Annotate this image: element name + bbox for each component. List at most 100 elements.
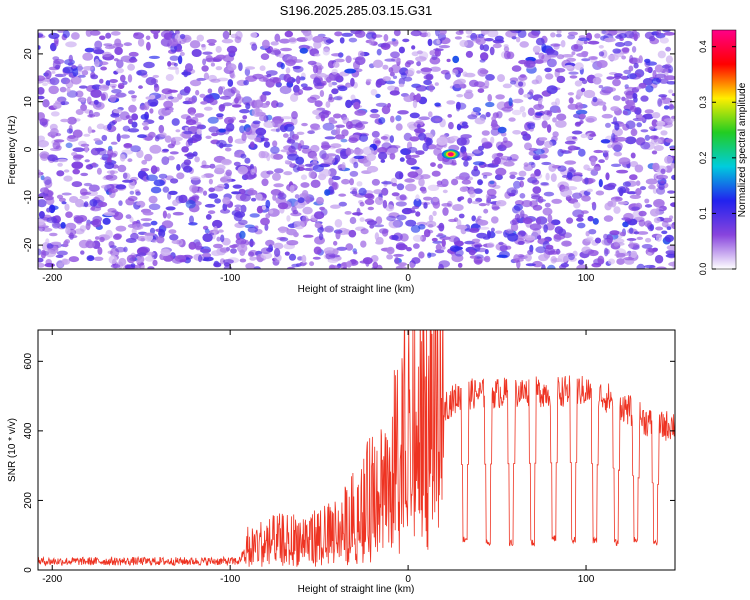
heatmap-speckle: [221, 38, 234, 44]
heatmap-speckle: [137, 134, 147, 139]
heatmap-speckle: [505, 30, 517, 38]
heatmap-speckle: [153, 179, 165, 187]
heatmap-speckle: [484, 38, 494, 42]
heatmap-speckle: [114, 38, 122, 47]
heatmap-speckle: [596, 60, 608, 68]
heatmap-speckle: [625, 136, 637, 145]
heatmap-speckle: [550, 32, 556, 38]
heatmap-speckle: [307, 60, 317, 65]
heatmap-speckle: [243, 80, 249, 86]
heatmap-speckle: [444, 72, 451, 80]
heatmap-speckle: [462, 151, 468, 160]
heatmap-speckle: [463, 91, 474, 100]
heatmap-speckle: [113, 109, 123, 114]
heatmap-speckle: [461, 121, 468, 127]
heatmap-speckle: [292, 164, 300, 173]
heatmap-speckle: [418, 177, 425, 187]
heatmap-speckle: [356, 207, 361, 217]
heatmap-speckle: [349, 170, 359, 177]
heatmap-speckle: [231, 104, 242, 108]
heatmap-speckle: [136, 201, 142, 206]
heatmap-speckle: [286, 240, 299, 246]
heatmap-speckle: [427, 229, 434, 234]
heatmap-speckle: [99, 78, 104, 84]
heatmap-speckle: [127, 74, 133, 83]
heatmap-speckle: [73, 216, 84, 224]
y-tick-label: 400: [23, 422, 34, 439]
heatmap-speckle: [415, 211, 421, 217]
heatmap-speckle: [189, 215, 194, 224]
heatmap-speckle: [49, 77, 60, 86]
heatmap-speckle: [138, 246, 150, 254]
heatmap-speckle: [84, 145, 89, 153]
heatmap-speckle: [372, 59, 384, 68]
heatmap-speckle: [208, 178, 213, 185]
heatmap-peak: [447, 152, 454, 157]
heatmap-speckle: [644, 109, 654, 114]
heatmap-speckle: [398, 83, 405, 88]
heatmap-speckle: [395, 201, 407, 207]
heatmap-speckle: [231, 191, 241, 195]
heatmap-speckle: [102, 51, 112, 58]
heatmap-speckle: [327, 60, 336, 69]
heatmap-speckle: [538, 254, 549, 262]
heatmap-speckle: [286, 215, 291, 222]
heatmap-speckle: [348, 37, 358, 43]
heatmap-speckle: [56, 170, 65, 177]
heatmap-speckle: [373, 34, 383, 38]
heatmap-speckle: [315, 115, 321, 120]
heatmap-speckle: [568, 253, 575, 261]
heatmap-speckle: [239, 258, 247, 263]
heatmap-speckle: [273, 242, 284, 250]
heatmap-speckle: [435, 30, 440, 37]
heatmap-speckle: [388, 219, 401, 229]
heatmap-speckle: [528, 89, 534, 95]
heatmap-speckle: [369, 113, 381, 119]
heatmap-speckle: [260, 94, 267, 102]
heatmap-speckle: [664, 234, 674, 243]
heatmap-speckle: [172, 211, 184, 216]
heatmap-speckle: [665, 46, 671, 52]
heatmap-speckle: [316, 196, 324, 205]
heatmap-speckle: [339, 37, 345, 44]
heatmap-speckle: [201, 44, 206, 48]
heatmap-speckle: [122, 80, 128, 85]
heatmap-speckle: [212, 58, 222, 62]
y-tick-label: -20: [23, 237, 34, 252]
heatmap-speckle: [206, 39, 217, 44]
heatmap-speckle: [146, 174, 158, 182]
heatmap-speckle: [595, 190, 605, 196]
heatmap-speckle: [518, 170, 527, 177]
heatmap-speckle: [407, 171, 419, 179]
heatmap-speckle: [386, 41, 399, 45]
heatmap-speckle: [207, 88, 213, 94]
heatmap-speckle: [535, 37, 545, 46]
heatmap-speckle: [259, 65, 266, 71]
heatmap-speckle: [477, 88, 485, 93]
heatmap-speckle: [636, 122, 642, 128]
heatmap-speckle: [245, 66, 256, 70]
heatmap-speckle: [183, 130, 193, 135]
heatmap-speckle: [349, 178, 354, 186]
heatmap-speckle: [98, 201, 108, 208]
heatmap-speckle: [410, 154, 420, 158]
heatmap-speckle: [562, 232, 572, 239]
heatmap-speckle: [583, 164, 590, 171]
heatmap-speckle: [150, 220, 158, 226]
heatmap-speckle: [215, 45, 222, 53]
heatmap-speckle: [135, 191, 141, 196]
heatmap-speckle: [292, 209, 299, 215]
heatmap-speckle: [544, 202, 551, 208]
heatmap-speckle: [604, 151, 609, 161]
heatmap-speckle: [458, 213, 465, 219]
heatmap-speckle: [105, 229, 113, 239]
heatmap-speckle: [179, 259, 187, 263]
heatmap-speckle: [274, 248, 281, 257]
heatmap-speckle: [516, 176, 525, 181]
heatmap-speckle: [603, 233, 609, 240]
heatmap-speckle: [530, 193, 540, 198]
heatmap-speckle: [546, 124, 552, 133]
heatmap-speckle: [175, 68, 180, 75]
heatmap-speckle: [301, 254, 307, 264]
heatmap-speckle: [148, 195, 158, 204]
